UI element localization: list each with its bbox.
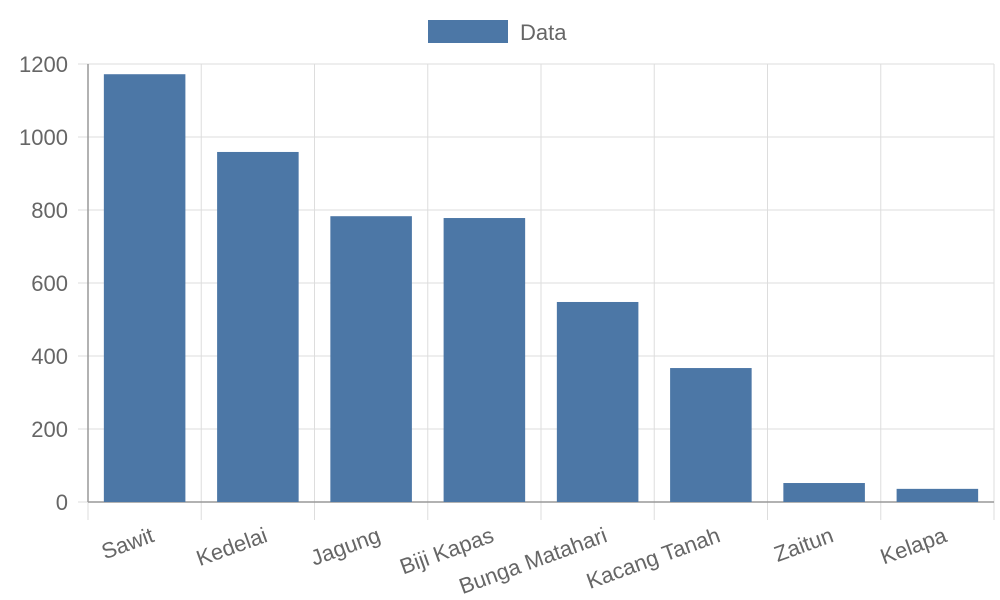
legend-label: Data (520, 20, 567, 45)
x-tick-label: Zaitun (771, 522, 837, 566)
x-tick-label: Sawit (98, 522, 157, 564)
y-tick-label: 1000 (19, 125, 68, 150)
bar (783, 483, 865, 502)
bar (443, 218, 526, 502)
y-tick-label: 400 (31, 344, 68, 369)
bar (103, 74, 186, 502)
y-tick-label: 800 (31, 198, 68, 223)
y-tick-label: 1200 (19, 52, 68, 77)
bar (330, 216, 412, 502)
bar (896, 488, 979, 502)
x-tick-label: Kelapa (877, 522, 951, 569)
y-tick-label: 200 (31, 417, 68, 442)
bar (217, 151, 299, 502)
y-tick-label: 600 (31, 271, 68, 296)
bar (556, 301, 639, 502)
bar (670, 368, 752, 502)
legend-swatch (428, 20, 508, 43)
x-tick-label: Kedelai (193, 522, 271, 571)
y-tick-label: 0 (56, 490, 68, 515)
x-tick-label: Jagung (307, 522, 383, 570)
